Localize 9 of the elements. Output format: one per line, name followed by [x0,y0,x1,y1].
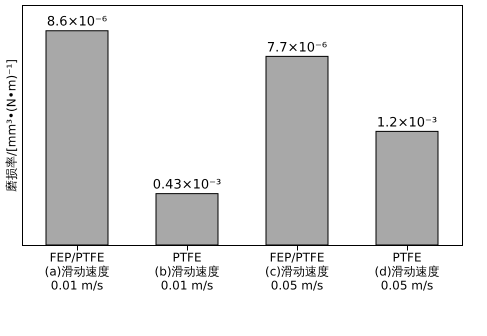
annotation: 1.2×10⁻³ [376,115,438,130]
y-axis-title: 磨损率/[mm³•(N•m)⁻¹] [4,59,18,192]
annotation: 0.43×10⁻³ [152,178,222,193]
x-tick-label: FEP/PTFE (c)滑动速度 0.05 m/s [265,250,329,292]
x-tick-label: PTFE (d)滑动速度 0.05 m/s [374,250,440,292]
x-tick-label: FEP/PTFE (a)滑动速度 0.01 m/s [44,250,110,292]
annotation: 7.7×10⁻⁶ [266,40,328,56]
annotation: 8.6×10⁻⁶ [46,14,108,30]
x-tick-label: PTFE (b)滑动速度 0.01 m/s [154,250,220,292]
